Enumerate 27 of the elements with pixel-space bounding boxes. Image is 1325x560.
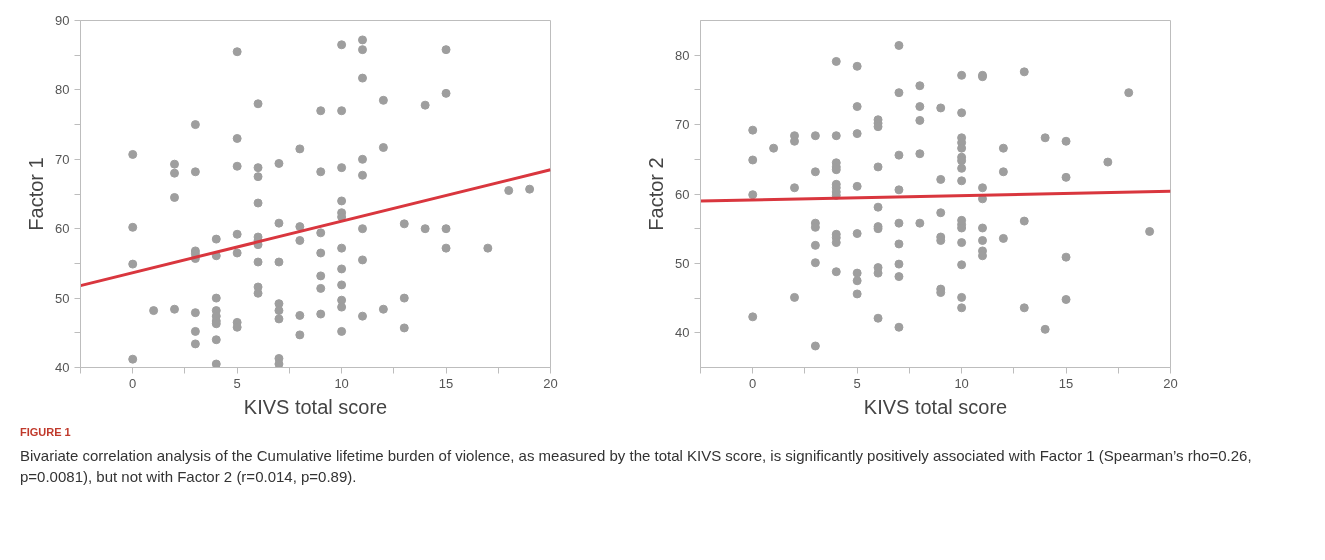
caption: FIGURE 1 — [20, 425, 72, 440]
y-tick-label: 80 — [675, 47, 690, 63]
x-tick-label: 10 — [954, 375, 969, 391]
x-tick-label: 0 — [749, 375, 757, 391]
x-tick-label: 0 — [129, 375, 137, 391]
x-axis-title: KIVS total score — [243, 395, 388, 418]
y-tick-label: 40 — [675, 325, 690, 341]
y-tick-label: 40 — [55, 360, 70, 375]
y-tick-label: 90 — [55, 13, 70, 28]
y-axis-title: Factor 1 — [25, 157, 48, 231]
y-tick-label: 70 — [55, 151, 70, 167]
x-tick-label: 20 — [543, 375, 558, 391]
y-tick-label: 60 — [675, 186, 690, 202]
x-tick-label: 20 — [1163, 375, 1178, 391]
y-tick-label: 70 — [675, 117, 690, 133]
x-tick-label: 10 — [334, 375, 349, 391]
x-tick-label: 5 — [233, 375, 241, 391]
y-tick-label: 50 — [675, 255, 690, 271]
y-axis-title: Factor 2 — [645, 157, 668, 231]
y-tick-label: 60 — [55, 221, 70, 237]
x-tick-label: 15 — [438, 375, 454, 391]
x-axis-title: KIVS total score — [863, 395, 1008, 418]
x-tick-label: 15 — [1058, 375, 1074, 391]
text: Bivariate correlation analysis of the Cumulative lifetime burden of violence, as measured by the total KIVS score, is significantly positively associated with Factor 1 (Spearman’s rho=0.26, p=0.0081), but not with Factor 2 (r=0.014, p=0.89). — [20, 445, 1253, 488]
x-tick-label: 5 — [853, 375, 861, 391]
y-tick-label: 80 — [55, 82, 70, 98]
y-tick-label: 50 — [55, 290, 70, 306]
